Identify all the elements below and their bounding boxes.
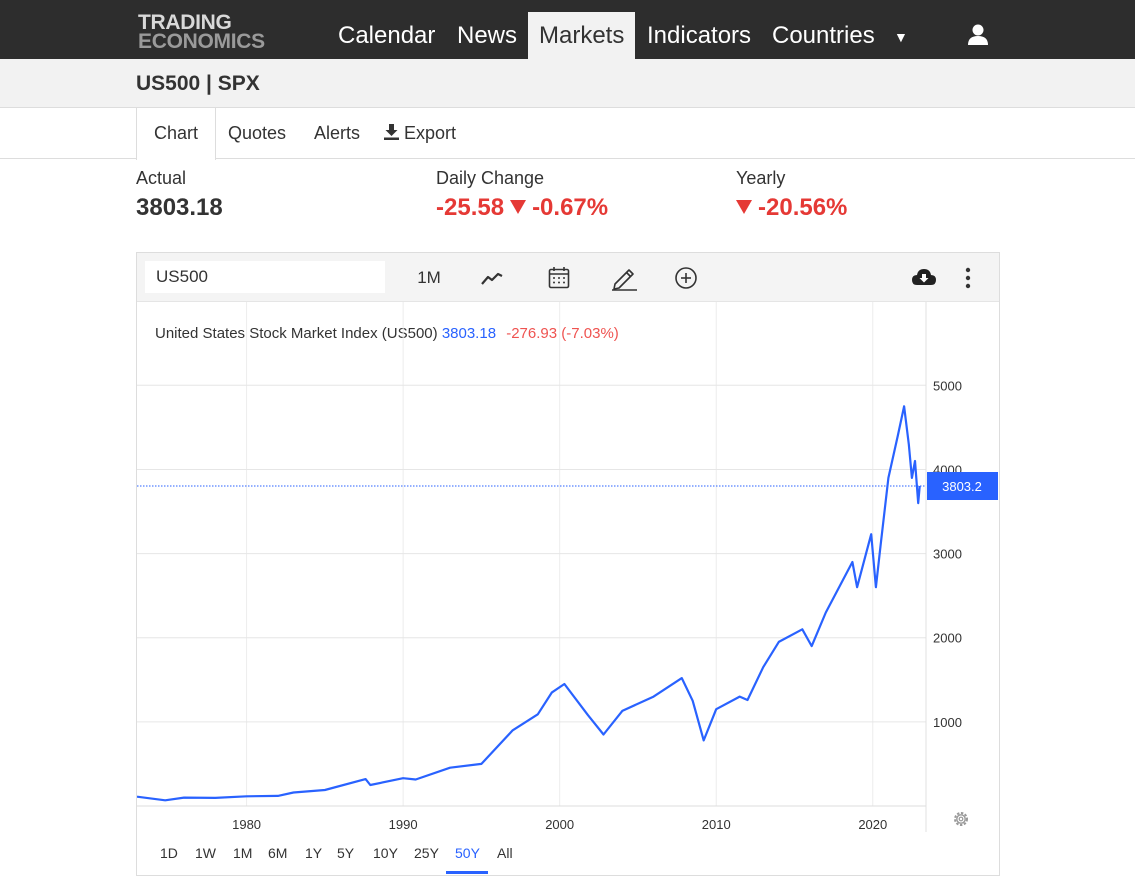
last-value-label: 3803.2	[942, 479, 982, 494]
more-vertical-icon[interactable]	[963, 265, 973, 291]
chart-toolbar: 1M	[137, 253, 999, 302]
caption-name: United States Stock Market Index (US500)	[155, 325, 438, 342]
stat-yearly-percent: -20.56%	[758, 194, 848, 221]
nav-markets[interactable]: Markets	[528, 12, 636, 59]
tab-bar: Chart Quotes Alerts Export	[0, 108, 1135, 160]
brand-logo[interactable]: TRADING ECONOMICS	[138, 11, 265, 53]
tab-export-label: Export	[404, 123, 457, 143]
download-icon	[384, 124, 399, 140]
stat-daily-label: Daily Change	[436, 168, 545, 188]
stat-daily-change: Daily Change -25.58 -0.67%	[436, 166, 608, 226]
caption-last: 3803.18	[441, 325, 497, 342]
tab-export[interactable]: Export	[366, 108, 473, 159]
down-triangle-icon	[510, 200, 527, 214]
range-selected-indicator	[446, 871, 488, 874]
brand-line2: ECONOMICS	[138, 30, 265, 53]
stat-yearly: Yearly -20.56%	[736, 166, 847, 226]
cloud-download-icon[interactable]	[911, 265, 937, 291]
range-1d[interactable]: 1D	[160, 845, 178, 861]
y-tick-label: 1000	[933, 715, 962, 730]
stat-yearly-label: Yearly	[736, 168, 786, 188]
range-25y[interactable]: 25Y	[414, 845, 439, 861]
title-bar: US500 | SPX	[0, 59, 1135, 108]
stat-yearly-value-row: -20.56%	[736, 190, 847, 226]
stat-daily-percent: -0.67%	[532, 194, 609, 221]
stat-actual: Actual 3803.18	[136, 166, 223, 226]
tab-alerts[interactable]: Alerts	[314, 123, 361, 143]
stat-daily-value: -25.58	[436, 194, 505, 221]
range-1w[interactable]: 1W	[195, 845, 216, 861]
x-tick-label: 2000	[545, 817, 574, 832]
range-50y[interactable]: 50Y	[455, 845, 480, 861]
caption-change: -276.93 (-7.03%)	[506, 325, 619, 342]
interval-button[interactable]: 1M	[417, 268, 441, 287]
y-tick-label: 2000	[933, 631, 962, 646]
nav-indicators[interactable]: Indicators	[647, 22, 752, 49]
x-tick-label: 1980	[232, 817, 261, 832]
add-circle-icon[interactable]	[674, 265, 698, 291]
range-5y[interactable]: 5Y	[337, 845, 355, 861]
stat-actual-value: 3803.18	[136, 194, 223, 221]
chart-panel: 1M	[136, 252, 1000, 876]
range-1y[interactable]: 1Y	[305, 845, 323, 861]
user-icon[interactable]	[965, 24, 991, 46]
chart-caption: United States Stock Market Index (US500)…	[155, 325, 619, 342]
caret-down-icon[interactable]: ▼	[894, 29, 908, 45]
calendar-icon[interactable]	[547, 265, 571, 291]
range-10y[interactable]: 10Y	[373, 845, 398, 861]
line-chart-icon[interactable]	[480, 265, 504, 291]
range-all[interactable]: All	[497, 845, 513, 861]
last-value-tag	[927, 471, 998, 500]
top-nav: TRADING ECONOMICS Calendar News Markets …	[0, 0, 1135, 59]
y-tick-label: 3000	[933, 547, 962, 562]
draw-pencil-icon[interactable]	[610, 265, 638, 291]
range-1m[interactable]: 1M	[233, 845, 253, 861]
x-tick-label: 1990	[389, 817, 418, 832]
nav-news[interactable]: News	[457, 22, 518, 49]
tab-quotes[interactable]: Quotes	[228, 123, 287, 143]
down-triangle-icon	[736, 200, 752, 214]
range-6m[interactable]: 6M	[268, 845, 288, 861]
page-title: US500 | SPX	[136, 72, 260, 95]
tab-chart[interactable]: Chart	[136, 108, 217, 160]
y-tick-label: 5000	[933, 378, 962, 393]
x-tick-label: 2010	[702, 817, 731, 832]
x-tick-label: 2020	[858, 817, 887, 832]
stat-daily-value-row: -25.58 -0.67%	[436, 190, 608, 226]
nav-calendar[interactable]: Calendar	[338, 22, 436, 49]
symbol-input[interactable]	[145, 261, 385, 293]
brand-line1: TRADING	[138, 11, 232, 34]
nav-countries[interactable]: Countries	[772, 22, 875, 49]
settings-gear-icon[interactable]	[952, 810, 970, 828]
series-line[interactable]	[137, 405, 921, 802]
stat-actual-label: Actual	[136, 168, 187, 188]
